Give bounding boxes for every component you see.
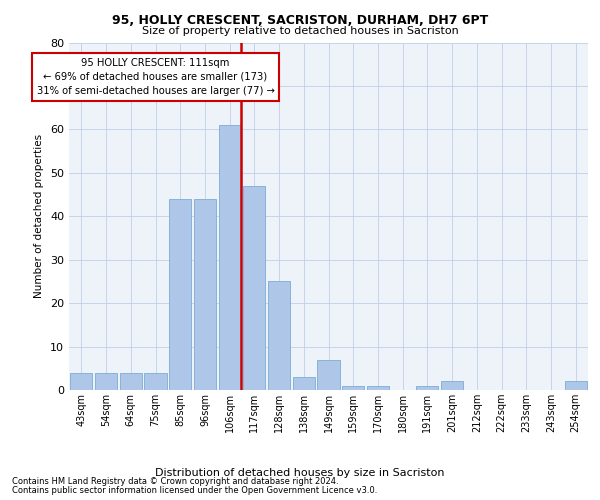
Bar (119, 372, 142, 390)
Bar (145, 372, 167, 390)
Text: Size of property relative to detached houses in Sacriston: Size of property relative to detached ho… (142, 26, 458, 36)
Bar (268, 282, 290, 390)
Text: 95, HOLLY CRESCENT, SACRISTON, DURHAM, DH7 6PT: 95, HOLLY CRESCENT, SACRISTON, DURHAM, D… (112, 14, 488, 27)
Bar (416, 386, 439, 390)
Bar (293, 377, 315, 390)
Y-axis label: Number of detached properties: Number of detached properties (34, 134, 44, 298)
Bar (218, 125, 241, 390)
Bar (441, 382, 463, 390)
Bar (367, 386, 389, 390)
Text: Contains public sector information licensed under the Open Government Licence v3: Contains public sector information licen… (12, 486, 377, 495)
Bar (243, 186, 265, 390)
Text: 95 HOLLY CRESCENT: 111sqm
← 69% of detached houses are smaller (173)
31% of semi: 95 HOLLY CRESCENT: 111sqm ← 69% of detac… (37, 58, 274, 96)
Text: Distribution of detached houses by size in Sacriston: Distribution of detached houses by size … (155, 468, 445, 477)
Text: Contains HM Land Registry data © Crown copyright and database right 2024.: Contains HM Land Registry data © Crown c… (12, 477, 338, 486)
Bar (70, 372, 92, 390)
Bar (565, 382, 587, 390)
Bar (194, 199, 216, 390)
Bar (342, 386, 364, 390)
Bar (317, 360, 340, 390)
Bar (169, 199, 191, 390)
Bar (95, 372, 117, 390)
